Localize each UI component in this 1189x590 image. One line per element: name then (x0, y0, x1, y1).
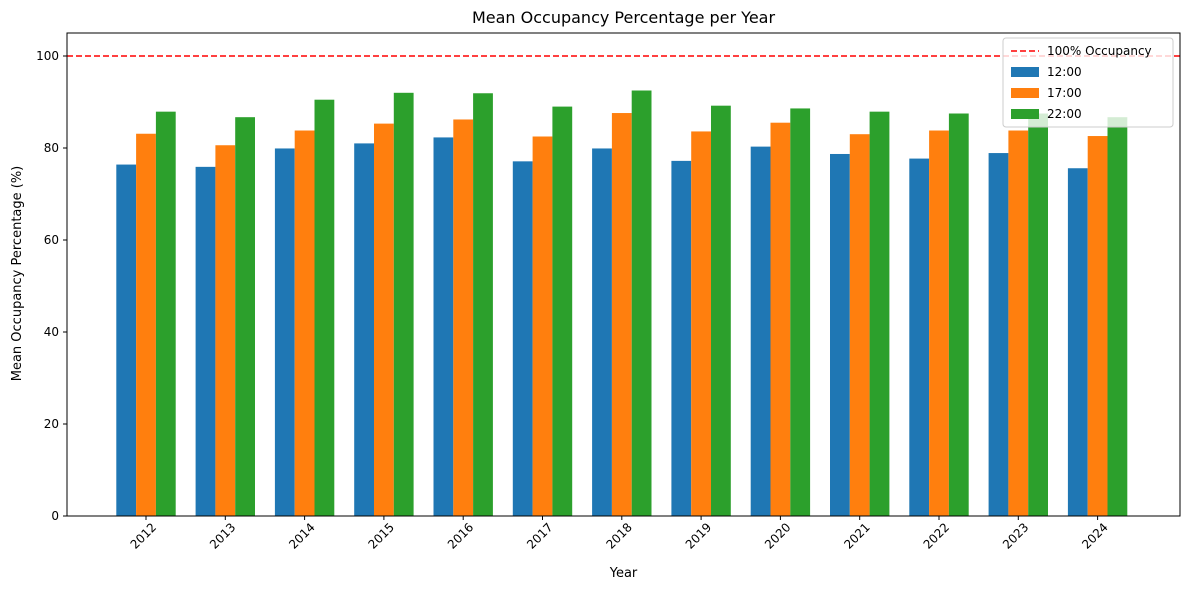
bar-2021-2200 (869, 111, 890, 516)
bar-2013-1200 (195, 166, 216, 517)
y-tick-label: 100 (36, 49, 59, 63)
x-tick-label: 2014 (286, 520, 317, 551)
bar-2017-2200 (552, 106, 573, 516)
y-tick-label: 40 (44, 325, 59, 339)
x-tick-label: 2021 (841, 520, 872, 551)
bar-2013-2200 (235, 117, 255, 517)
bar-2012-2200 (155, 111, 176, 516)
x-axis-label: Year (609, 566, 638, 581)
bar-2024-1700 (1087, 136, 1108, 517)
bar-2012-1700 (136, 133, 156, 517)
x-tick-label: 2012 (128, 520, 159, 551)
x-tick-label: 2022 (921, 520, 952, 551)
plot-area: 0 20 40 60 80 100 2012 2013 2014 2015 2016 2017 2018… (36, 32, 1181, 552)
bar-2016-1700 (453, 119, 474, 516)
bar-2019-2200 (711, 105, 731, 517)
y-tick-label: 0 (51, 509, 59, 523)
bar-2023-1200 (988, 153, 1009, 516)
bar-2014-2200 (314, 99, 335, 516)
bar-2024-2200 (1107, 117, 1128, 517)
bar-2014-1200 (274, 148, 295, 516)
bar-2023-2200 (1028, 113, 1048, 516)
chart-title: Mean Occupancy Percentage per Year (472, 8, 776, 27)
bar-2020-2200 (790, 108, 811, 516)
y-axis-label: Mean Occupancy Percentage (%) (10, 166, 25, 382)
bar-2020-1200 (750, 146, 771, 516)
x-tick-label: 2019 (683, 520, 714, 551)
legend-label-1200: 12:00 (1047, 65, 1082, 79)
y-tick-label: 20 (44, 417, 59, 431)
x-tick-label: 2017 (524, 520, 555, 551)
legend-label-reference: 100% Occupancy (1047, 44, 1152, 58)
bar-2016-2200 (473, 93, 493, 516)
bar-2022-1700 (929, 130, 949, 516)
bar-2022-1200 (909, 158, 930, 516)
bar-2015-2200 (393, 92, 414, 517)
x-tick-label: 2016 (445, 520, 476, 551)
bar-2015-1700 (374, 123, 394, 517)
y-tick-label: 60 (44, 233, 59, 247)
bar-2018-1700 (611, 113, 632, 516)
bar-2017-1700 (532, 136, 553, 516)
bar-2021-1700 (849, 134, 870, 516)
axes-frame (66, 32, 1181, 517)
x-tick-label: 2020 (762, 520, 793, 551)
bar-2019-1200 (671, 160, 692, 516)
bar-2018-2200 (631, 90, 652, 516)
bar-2024-1200 (1067, 168, 1088, 517)
bar-2016-1200 (433, 137, 454, 517)
legend-swatch-2200 (1011, 109, 1039, 119)
bar-2020-1700 (770, 122, 791, 516)
legend-swatch-1700 (1011, 88, 1039, 98)
bar-2013-1700 (215, 145, 236, 517)
legend-box (1002, 37, 1174, 128)
legend-swatch-1200 (1011, 67, 1039, 77)
legend-label-1700: 17:00 (1047, 86, 1082, 100)
bar-2012-1200 (116, 164, 137, 516)
x-tick-label: 2013 (207, 520, 238, 551)
bar-2018-1200 (592, 148, 612, 516)
y-tick-label: 80 (44, 141, 59, 155)
bar-2019-1700 (691, 131, 711, 516)
x-tick-label: 2023 (1000, 520, 1031, 551)
bar-2017-1200 (512, 161, 533, 516)
x-tick-label: 2024 (1079, 520, 1110, 551)
bar-2022-2200 (948, 113, 969, 516)
bar-2015-1200 (354, 143, 374, 516)
bar-2021-1200 (830, 153, 850, 517)
x-tick-label: 2015 (366, 520, 397, 551)
x-tick-label: 2018 (603, 520, 634, 551)
legend-label-2200: 22:00 (1047, 107, 1082, 121)
bar-2023-1700 (1008, 130, 1029, 516)
bar-2014-1700 (294, 130, 315, 516)
